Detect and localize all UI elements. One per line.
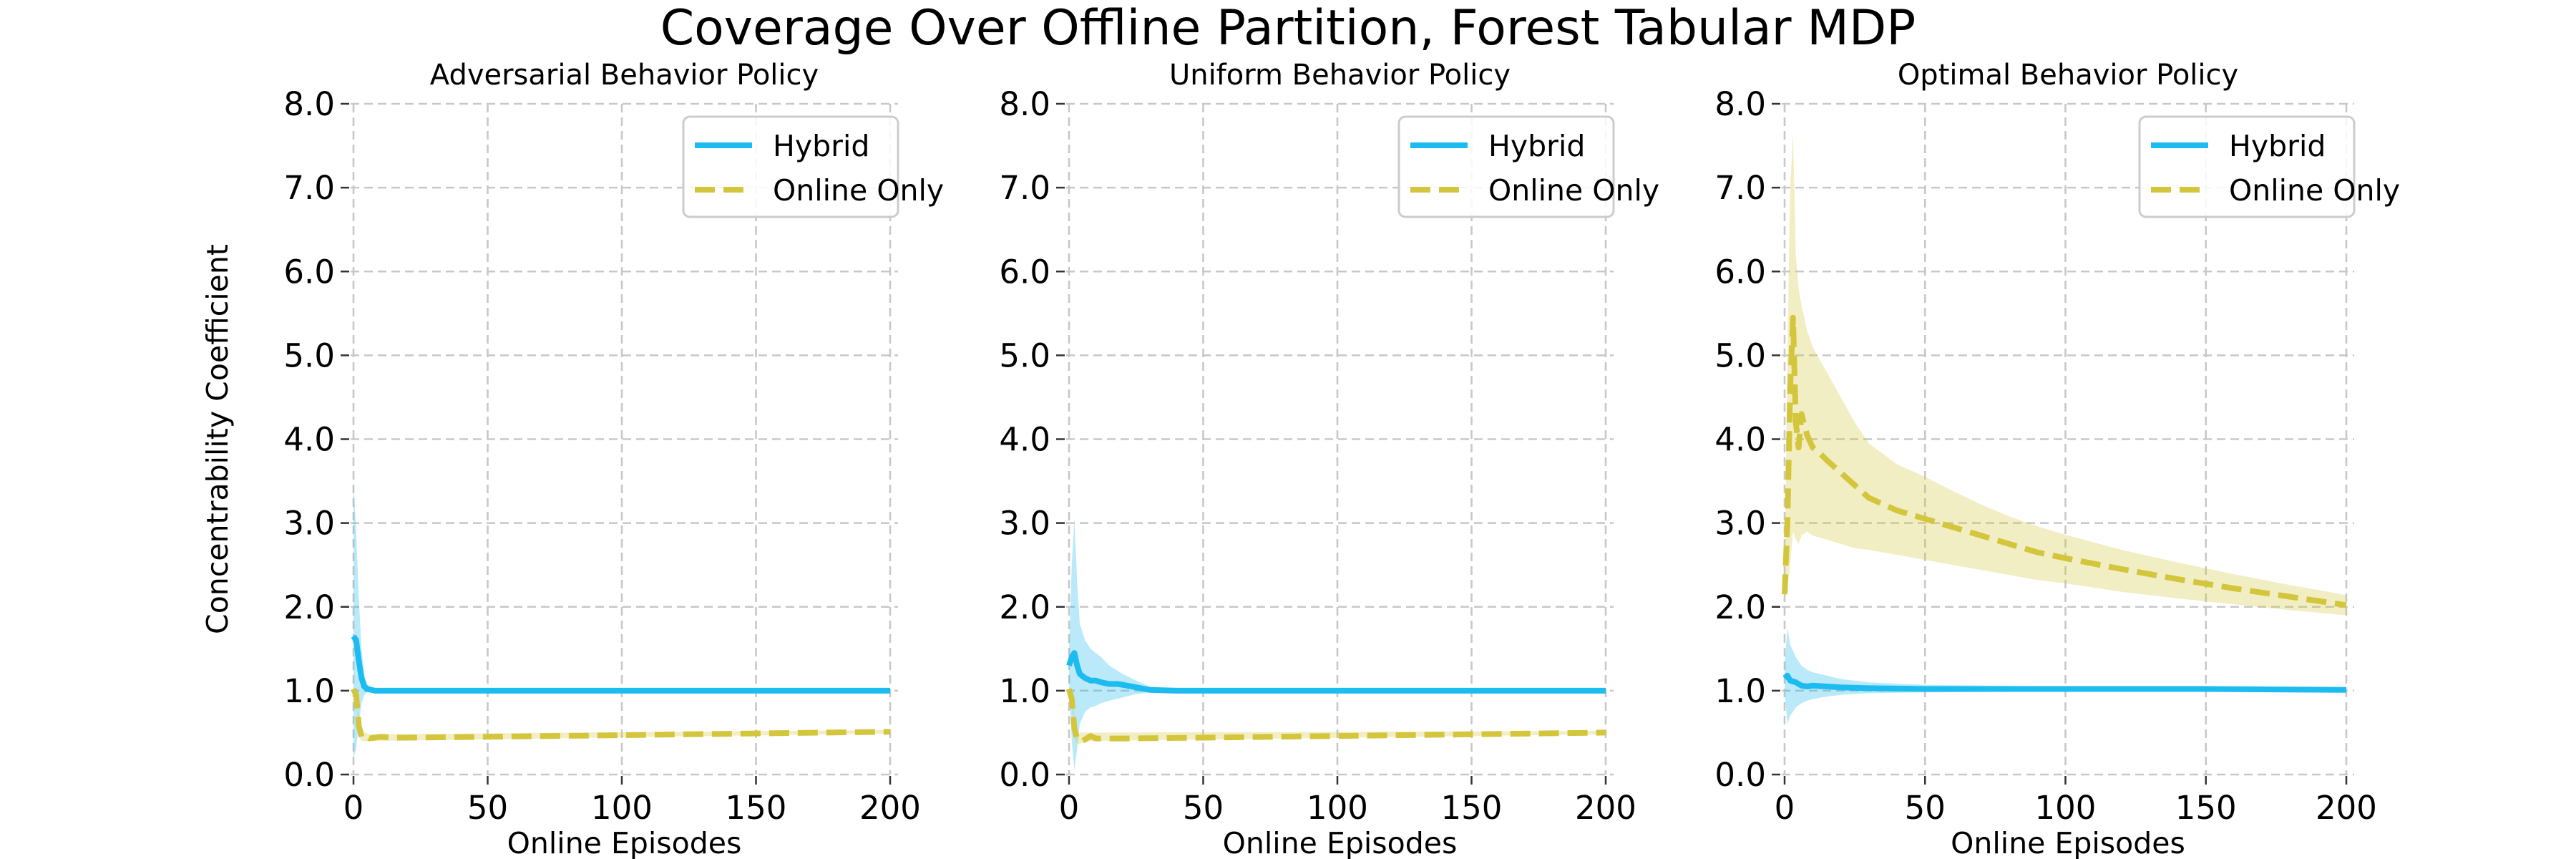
y-tick-label: 4.0 [999,421,1050,459]
x-tick-label: 100 [1307,789,1368,827]
y-tick-label: 5.0 [999,336,1050,374]
x-axis-label: Online Episodes [507,826,742,859]
x-tick-label: 200 [2316,789,2377,827]
series-line-1 [351,634,890,694]
y-tick-label: 2.0 [999,588,1050,626]
y-tick-label: 7.0 [999,169,1050,207]
x-tick-label: 200 [1575,789,1636,827]
x-tick-label: 50 [467,789,508,827]
series-band-2 [1785,133,2346,616]
legend-label: Hybrid [1488,129,1585,163]
x-tick-label: 0 [343,789,364,827]
y-tick-label: 6.0 [999,253,1050,291]
plot-area [351,481,891,758]
y-axis-label: Concentrability Coefficient [200,244,235,634]
legend: Hybrid Online Only [2138,115,2400,218]
figure-title: Coverage Over Offline Partition, Forest … [660,0,1916,57]
y-tick-label: 4.0 [1714,421,1766,459]
plot-area [1066,518,1606,771]
series-line-1 [1782,672,2347,693]
y-tick-label: 1.0 [1714,672,1766,710]
y-tick-label: 3.0 [1714,505,1766,543]
plot-area [1782,133,2347,724]
subplot-title: Optimal Behavior Policy [1898,59,2238,92]
y-tick-label: 5.0 [1714,336,1766,374]
y-tick-label: 1.0 [283,672,335,710]
x-tick-label: 100 [2035,789,2097,827]
x-tick-label: 150 [726,789,787,827]
series-line-2 [1066,688,1606,744]
series-line-2 [351,687,891,742]
y-tick-label: 3.0 [999,505,1050,543]
x-tick-label: 200 [859,789,921,827]
subplot-title: Adversarial Behavior Policy [430,59,819,92]
y-tick-label: 0.0 [999,756,1050,794]
x-tick-label: 50 [1905,789,1946,827]
legend: Hybrid Online Only [682,115,944,218]
y-tick-label: 8.0 [1714,85,1766,123]
x-axis-label: Online Episodes [1951,826,2185,859]
x-tick-label: 50 [1183,789,1224,827]
series-line-2 [1782,314,2347,608]
y-tick-label: 8.0 [999,85,1050,123]
series-line-1 [1066,650,1606,694]
subplot-title: Uniform Behavior Policy [1169,59,1511,92]
legend-label: Online Only [773,173,944,208]
y-tick-label: 0.0 [1714,756,1766,794]
y-tick-label: 3.0 [283,505,335,543]
y-tick-label: 4.0 [283,421,335,459]
x-tick-label: 150 [1441,789,1503,827]
legend-label: Hybrid [773,129,869,163]
legend: Hybrid Online Only [1397,115,1659,218]
y-tick-label: 2.0 [283,588,335,626]
chart-panel-2: 0.0 1.0 2.0 3.0 4.0 5.0 6.0 7.0 8.0 0 50 100 150 200 U… [999,59,1659,859]
y-tick-label: 8.0 [283,85,335,123]
chart-panels: 0.0 1.0 2.0 3.0 4.0 5.0 6.0 7.0 8.0 0 50 100 150 200 A… [200,59,2400,859]
y-tick-label: 7.0 [283,169,335,207]
y-tick-label: 6.0 [283,253,335,291]
chart-panel-3: 0.0 1.0 2.0 3.0 4.0 5.0 6.0 7.0 8.0 0 50 100 150 200 O… [1714,59,2400,859]
x-tick-label: 0 [1059,789,1080,827]
x-tick-label: 0 [1775,789,1795,827]
y-tick-label: 2.0 [1714,588,1766,626]
legend-label: Online Only [2229,173,2400,208]
y-tick-label: 7.0 [1714,169,1766,207]
y-tick-label: 6.0 [1714,253,1766,291]
x-axis-label: Online Episodes [1223,826,1458,859]
y-tick-label: 5.0 [283,336,335,374]
y-tick-label: 0.0 [283,756,335,794]
chart-panel-1: 0.0 1.0 2.0 3.0 4.0 5.0 6.0 7.0 8.0 0 50 100 150 200 A… [200,59,944,859]
x-tick-label: 150 [2175,789,2237,827]
y-tick-label: 1.0 [999,672,1050,710]
legend-label: Online Only [1488,173,1659,208]
x-tick-label: 100 [591,789,653,827]
legend-label: Hybrid [2229,129,2326,163]
